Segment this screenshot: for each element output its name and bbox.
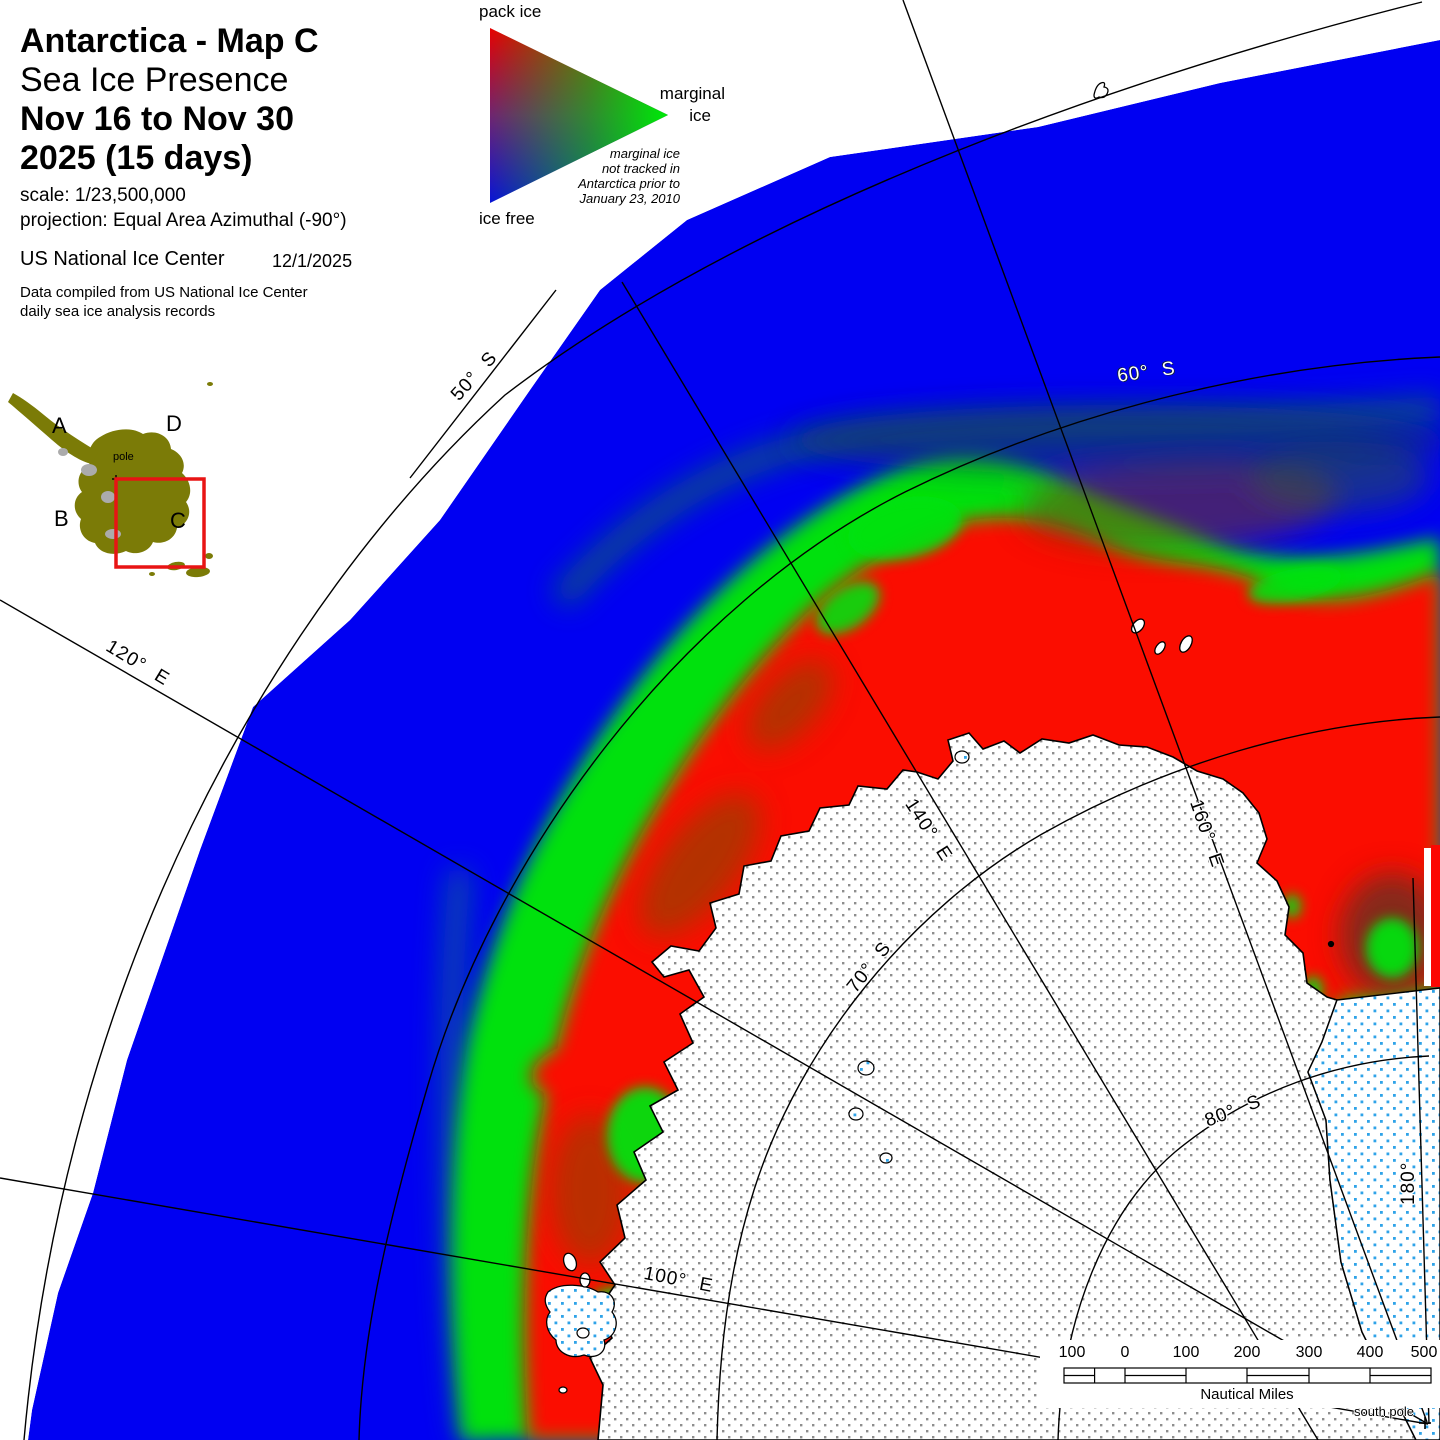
parallel-80s [1057,1055,1430,1440]
legend-marginal-ice-label-1: marginal [659,84,725,103]
issue-date: 12/1/2025 [272,251,353,271]
scale-tick-300: 300 [1295,1344,1323,1361]
ice-shelf-region [1307,987,1440,1440]
inset-pole-label: pole [113,451,134,463]
meridian-180 [1412,877,1430,1425]
parallel-60s [358,356,1440,1440]
pack-ice-sliver [1431,845,1440,987]
map-title: Antarctica - Map C [20,22,319,60]
source-note-line2: daily sea ice analysis records [20,303,216,320]
legend-note-line4: January 23, 2010 [579,191,680,206]
mixed-ice-blend-zones [550,405,1440,1265]
inset-continent [74,429,191,554]
inset-label-a: A [52,413,67,438]
scale-bar [1040,1340,1440,1408]
coastal-bays [848,750,970,1164]
map-year-days: 2025 (15 days) [20,139,253,177]
shelf-island [576,1327,590,1339]
parallel-50s [23,1,1423,1440]
scale-tick-neg100: 100 [1058,1344,1086,1361]
scale-tick-200: 200 [1233,1344,1261,1361]
islands [558,81,1335,1394]
parallel-70s [716,716,1440,1440]
map-projection-text: projection: Equal Area Azimuthal (-90°) [20,210,347,231]
legend-ice-free-label: ice free [479,209,535,228]
inset-label-c: C [170,508,186,533]
inset-region-c-box [114,477,206,569]
map-date-range: Nov 16 to Nov 30 [20,100,294,138]
legend-note: marginal ice not tracked in Antarctica p… [520,146,680,206]
legend-pack-ice-label: pack ice [479,2,542,21]
legend-note-line1: marginal ice [609,146,680,161]
coastal-gap [1424,848,1431,986]
legend-note-line2: not tracked in [601,161,680,176]
meridian-120e [0,599,1429,1425]
meridian-140e [621,281,1319,1440]
south-pole-marker [1419,1417,1431,1429]
scale-bar-unit: Nautical Miles [1200,1386,1294,1403]
inset-locator-map [8,382,213,578]
graticule-label-180: 180° [1398,1161,1419,1205]
agency-name: US National Ice Center [20,248,225,270]
source-note-line1: Data compiled from US National Ice Cente… [20,284,308,301]
map-scale-text: scale: 1/23,500,000 [20,185,186,206]
coastal-ice-shelf-blob [544,1284,617,1358]
neatline-segment [409,289,557,479]
scale-tick-400: 400 [1356,1344,1384,1361]
scale-tick-0: 0 [1120,1344,1130,1361]
meridian-160e [902,0,1428,1423]
inset-label-d: D [166,411,182,436]
south-pole-label: south pole [1354,1404,1414,1419]
inset-peninsula [8,393,98,464]
scale-tick-100: 100 [1172,1344,1200,1361]
inset-label-b: B [54,506,69,531]
legend-marginal-ice-label-2: ice [689,106,711,125]
map-subtitle: Sea Ice Presence [20,61,289,99]
legend-note-line3: Antarctica prior to [578,176,680,191]
legend-color-triangle [490,28,668,203]
scale-tick-500: 500 [1410,1344,1438,1361]
